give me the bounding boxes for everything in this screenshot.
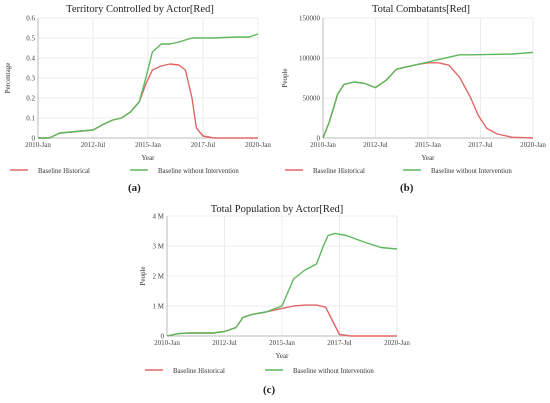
chart-panel-combatants: Total Combatants[Red] 0 50000 100000 150000 2… [275, 0, 550, 200]
x-tick-label: 2020-Jan [384, 339, 410, 347]
panel-label-b: (b) [400, 182, 414, 194]
x-tick-label: 2017-Jul [468, 141, 493, 149]
chart-panel-territory: Territory Controlled by Actor[Red] 0 0.1 0.… [0, 0, 275, 200]
legend-label: Baseline without Intervention [293, 368, 374, 375]
y-tick-label: 0.2 [26, 95, 35, 103]
x-tick-label: 2020-Jan [520, 141, 546, 149]
y-tick-label: 0.6 [26, 15, 35, 23]
territory-chart: Territory Controlled by Actor[Red] 0 0.1 0.… [4, 4, 271, 175]
chart-panel-population: Total Population by Actor[Red] 0 1 M 2 M 3 M… [135, 200, 415, 403]
chart-title: Total Population by Actor[Red] [211, 204, 344, 215]
y-tick-label: 50000 [303, 95, 321, 103]
series-line-baseline-without-intervention [166, 232, 398, 337]
chart-title: Territory Controlled by Actor[Red] [66, 4, 214, 15]
chart-title: Total Combatants[Red] [372, 4, 470, 15]
y-tick-label: 0.1 [26, 115, 35, 123]
x-tick-label: 2015-Jan [269, 339, 295, 347]
legend-label: Baseline without Intervention [431, 168, 512, 175]
series-line-baseline-without-intervention [38, 33, 259, 139]
population-chart: Total Population by Actor[Red] 0 1 M 2 M 3 M… [139, 204, 410, 375]
x-axis-label: Year [142, 154, 156, 162]
y-tick-label: 0 [317, 135, 321, 143]
panel-label-c: (c) [263, 384, 276, 396]
y-tick-label: 0.4 [26, 55, 35, 63]
legend-label: Baseline Historical [173, 368, 225, 375]
combatants-chart: Total Combatants[Red] 0 50000 100000 150000 2… [281, 4, 546, 175]
y-tick-label: 0 [161, 333, 165, 341]
y-tick-label: 0 [32, 135, 36, 143]
x-tick-label: 2017-Jul [327, 339, 352, 347]
x-tick-label: 2010-Jan [310, 141, 336, 149]
legend-label: Baseline Historical [313, 168, 365, 175]
x-tick-label: 2012-Jul [363, 141, 388, 149]
x-axis-label: Year [276, 352, 290, 360]
x-tick-label: 2015-Jan [135, 141, 161, 149]
series-line-baseline-without-intervention [322, 51, 534, 139]
y-tick-label: 4 M [153, 213, 165, 221]
y-tick-label: 2 M [153, 273, 165, 281]
x-axis-label: Year [422, 154, 436, 162]
x-tick-label: 2012-Jul [81, 141, 106, 149]
legend-label: Baseline without Intervention [158, 168, 239, 175]
y-axis-label: People [281, 68, 289, 87]
y-tick-label: 3 M [153, 243, 165, 251]
y-tick-label: 1 M [153, 303, 165, 311]
y-tick-label: 0.5 [26, 35, 35, 43]
x-tick-label: 2012-Jul [212, 339, 237, 347]
y-tick-label: 100000 [299, 55, 321, 63]
x-tick-label: 2010-Jan [154, 339, 180, 347]
y-axis-label: People [139, 266, 147, 285]
y-tick-label: 150000 [299, 15, 321, 23]
legend-label: Baseline Historical [38, 168, 90, 175]
y-tick-label: 0.3 [26, 75, 35, 83]
x-tick-label: 2020-Jan [245, 141, 271, 149]
x-tick-label: 2015-Jan [415, 141, 441, 149]
panel-label-a: (a) [128, 182, 141, 194]
x-tick-label: 2010-Jan [25, 141, 51, 149]
y-axis-label: Percentage [4, 63, 12, 94]
x-tick-label: 2017-Jul [191, 141, 216, 149]
